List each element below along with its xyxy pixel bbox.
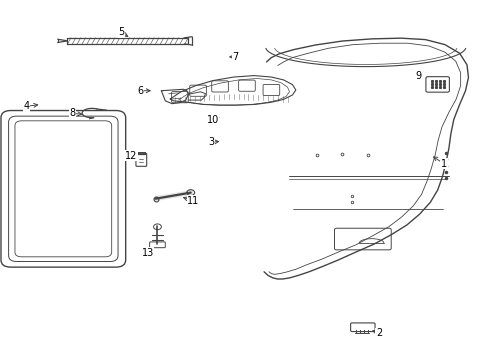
Text: 13: 13 xyxy=(141,248,154,258)
Text: 11: 11 xyxy=(186,196,199,206)
Text: 7: 7 xyxy=(232,52,238,62)
Text: 1: 1 xyxy=(440,159,446,169)
Text: 3: 3 xyxy=(208,137,214,147)
Text: 10: 10 xyxy=(206,114,219,125)
Text: 5: 5 xyxy=(118,27,124,37)
Text: 8: 8 xyxy=(69,108,75,118)
Text: 4: 4 xyxy=(24,101,30,111)
Text: 6: 6 xyxy=(138,86,143,96)
Text: 12: 12 xyxy=(124,150,137,161)
Text: 9: 9 xyxy=(414,71,420,81)
Text: 2: 2 xyxy=(375,328,381,338)
